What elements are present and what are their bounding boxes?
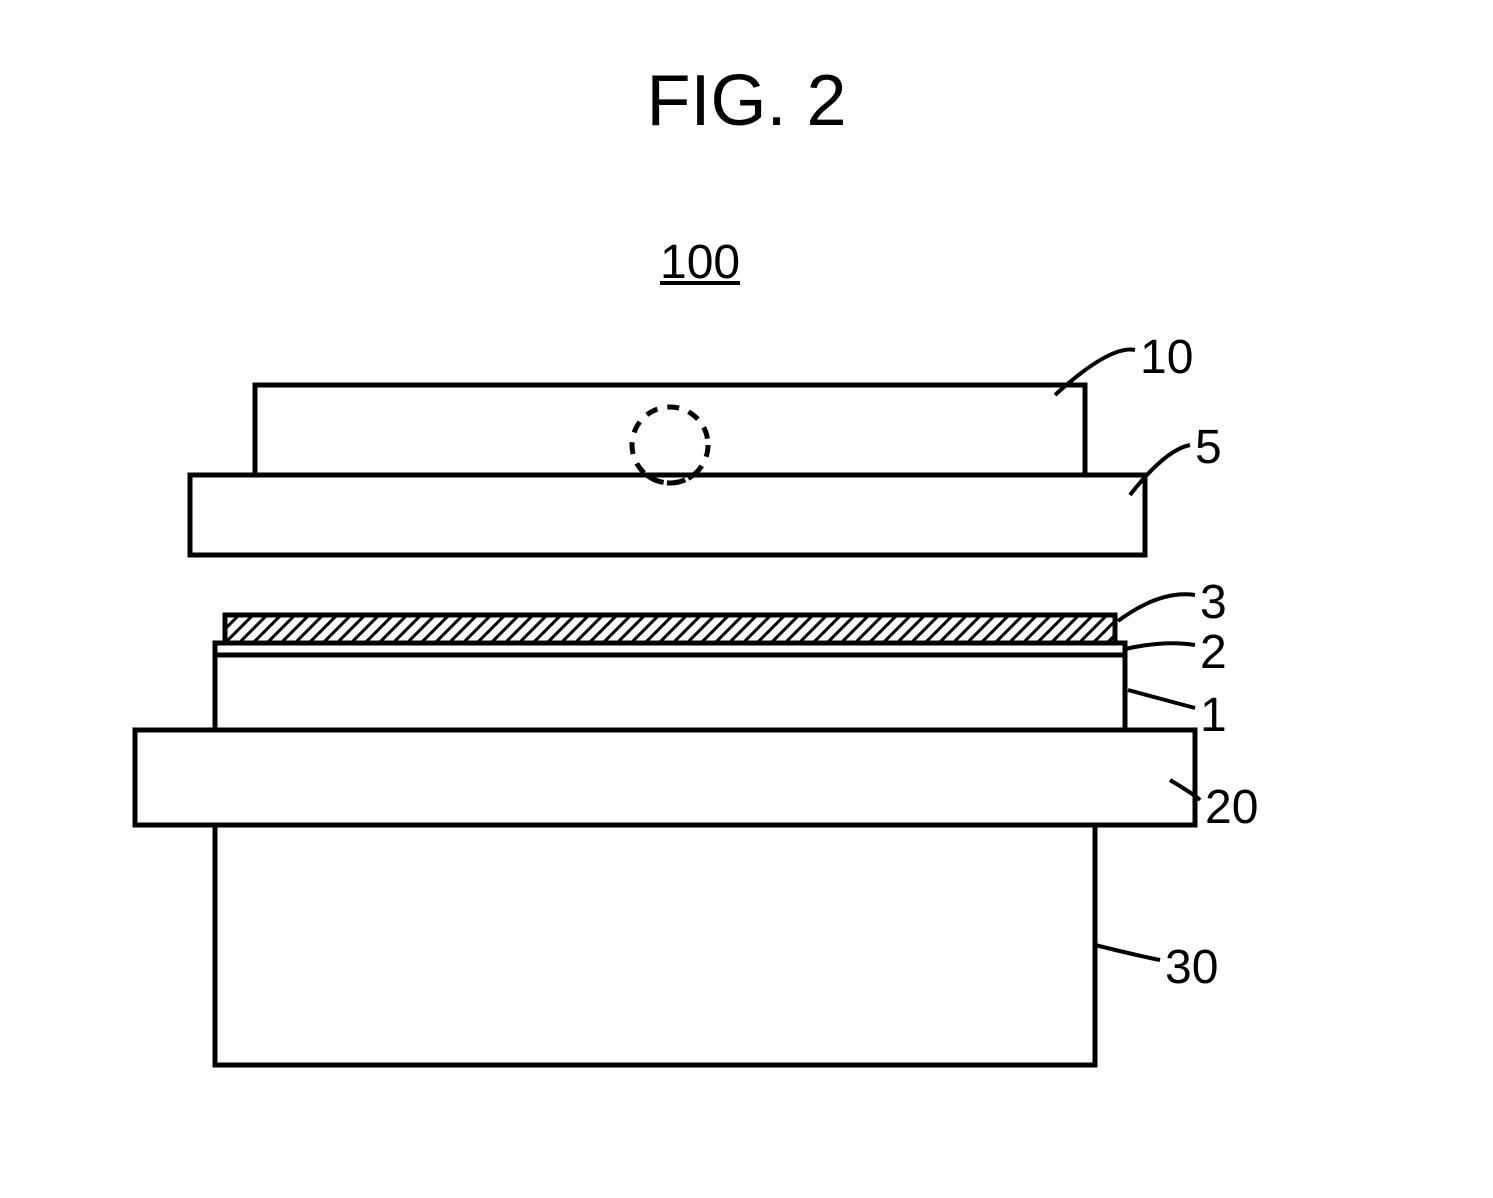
figure-page: FIG. 2 100 1053212030 bbox=[0, 0, 1493, 1198]
leader-ld1 bbox=[1128, 690, 1195, 708]
label-10: 10 bbox=[1140, 330, 1193, 385]
leader-ld2 bbox=[1125, 643, 1195, 649]
label-1: 1 bbox=[1200, 688, 1227, 743]
label-20: 20 bbox=[1205, 780, 1258, 835]
label-5: 5 bbox=[1195, 420, 1222, 475]
diagram-svg bbox=[0, 0, 1493, 1198]
leader-ld3 bbox=[1118, 594, 1195, 621]
label-30: 30 bbox=[1165, 940, 1218, 995]
leader-ld30 bbox=[1095, 945, 1160, 960]
label-3: 3 bbox=[1200, 575, 1227, 630]
label-2: 2 bbox=[1200, 625, 1227, 680]
